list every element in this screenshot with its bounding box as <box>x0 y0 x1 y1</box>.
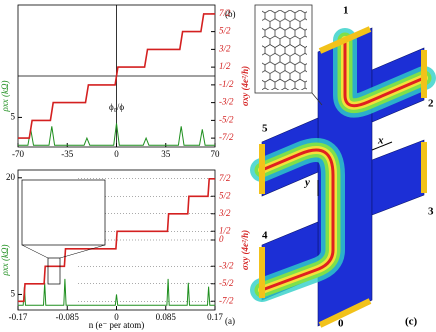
hall-bar-diagram: 1 2 3 4 5 0 x y (c) <box>250 5 436 330</box>
contact-label: 4 <box>262 230 268 242</box>
contact-label: 1 <box>343 5 349 17</box>
graphene-lattice <box>262 10 307 90</box>
inset-pointer <box>311 92 323 106</box>
y2-tick-label: -7/2 <box>219 295 234 305</box>
data-line <box>18 13 215 139</box>
y-tick-label: 20 <box>6 172 16 182</box>
x-tick-label: 0.17 <box>207 312 223 322</box>
axis-label: y <box>303 177 310 189</box>
y2-tick-label: 5/2 <box>219 190 231 200</box>
data-line <box>18 278 215 306</box>
data-line <box>18 178 215 303</box>
x-tick-label: 0 <box>114 312 119 322</box>
panel-label: (b) <box>225 9 236 19</box>
x-tick-label: 0 <box>114 149 119 159</box>
x-axis-label: n (e⁻ per atom) <box>89 320 144 330</box>
y2-tick-label: -5/2 <box>219 114 234 124</box>
y2-tick-label: -7/2 <box>219 132 234 142</box>
x-tick-label: 0.085 <box>156 312 177 322</box>
zoom-line <box>21 244 49 259</box>
y-tick-label: 5 <box>11 111 16 121</box>
panel-label: (c) <box>405 316 418 328</box>
contact-label: 5 <box>262 123 268 135</box>
x-axis-label: ϕ₀/ϕ <box>109 102 124 112</box>
y2-tick-label: 1/2 <box>219 61 231 71</box>
y2-axis-label: σxy (4e²/h) <box>240 230 250 270</box>
y-tick-label: 5 <box>11 289 16 299</box>
x-tick-label: 70 <box>211 149 221 159</box>
y2-tick-label: -3/2 <box>219 97 234 107</box>
axis-label: x <box>377 135 384 147</box>
contact-label: 0 <box>338 318 344 330</box>
y2-tick-label: -3/2 <box>219 260 234 270</box>
x-tick-label: -0.17 <box>9 312 28 322</box>
axis-arrow <box>371 141 393 151</box>
x-tick-label: -70 <box>12 149 24 159</box>
contact <box>259 26 427 328</box>
zoom-inset <box>21 179 106 246</box>
y2-tick-label: 5/2 <box>219 26 231 36</box>
y2-tick-label: -1/2 <box>219 79 234 89</box>
y2-axis-label: σxy (4e²/h) <box>240 66 250 106</box>
y2-tick-label: 0 <box>219 234 224 244</box>
edge-current <box>250 28 436 302</box>
zoom-region <box>47 257 61 285</box>
y2-tick-label: 3/2 <box>218 43 231 53</box>
y2-tick-label: 7/2 <box>219 8 231 18</box>
y2-tick-label: 3/2 <box>218 208 231 218</box>
y2-tick-label: 7/2 <box>219 173 231 183</box>
y-axis-label: ρxx (kΩ) <box>0 244 10 276</box>
contact-label: 2 <box>428 98 434 110</box>
zoom-line <box>59 244 106 259</box>
data-line <box>18 123 215 146</box>
y2-tick-label: -5/2 <box>219 278 234 288</box>
x-tick-label: -0.085 <box>56 312 80 322</box>
x-tick-label: 35 <box>161 149 171 159</box>
x-tick-label: -35 <box>61 149 73 159</box>
contact-label: 3 <box>428 206 434 218</box>
panel-label: (a) <box>225 316 235 326</box>
y-axis-label: ρxx (kΩ) <box>0 80 10 112</box>
y2-tick-label: 1/2 <box>219 225 231 235</box>
